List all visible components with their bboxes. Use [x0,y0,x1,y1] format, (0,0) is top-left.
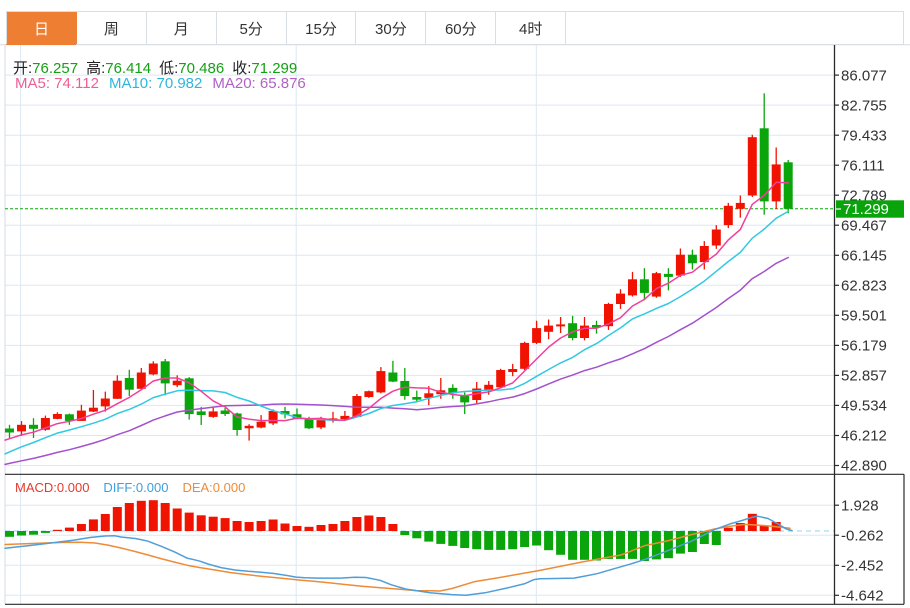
svg-text:79.433: 79.433 [841,127,887,144]
svg-text:-4.642: -4.642 [841,588,884,605]
svg-text:49.534: 49.534 [841,398,887,415]
svg-text:56.179: 56.179 [841,338,887,355]
svg-text:1.928: 1.928 [841,497,879,514]
svg-text:42.890: 42.890 [841,458,887,475]
svg-text:76.111: 76.111 [841,157,885,174]
svg-text:66.145: 66.145 [841,248,887,265]
svg-text:71.299: 71.299 [843,201,889,218]
svg-text:-2.452: -2.452 [841,558,884,575]
svg-text:62.823: 62.823 [841,278,887,295]
svg-text:72.789: 72.789 [841,187,887,204]
svg-text:-0.262: -0.262 [841,527,884,544]
svg-text:86.077: 86.077 [841,67,887,84]
svg-text:69.467: 69.467 [841,217,887,234]
svg-text:46.212: 46.212 [841,428,887,445]
svg-text:52.857: 52.857 [841,368,887,385]
svg-text:82.755: 82.755 [841,97,887,114]
svg-text:59.501: 59.501 [841,308,887,325]
